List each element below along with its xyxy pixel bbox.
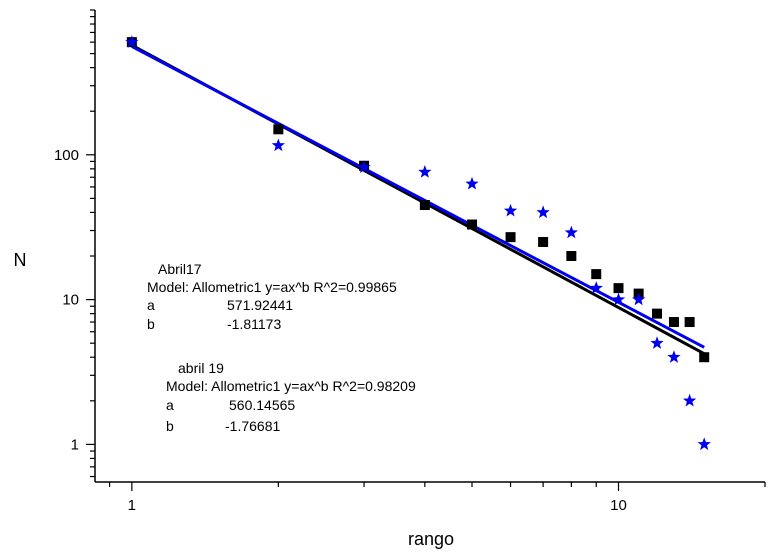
annotation-abril19: abril 19 Model: Allometric1 y=ax^b R^2=0… bbox=[166, 360, 416, 434]
data-point-square bbox=[467, 220, 477, 230]
annotation-a-value: 560.14565 bbox=[229, 397, 295, 413]
data-point-star bbox=[683, 394, 696, 407]
annotation-model: Model: Allometric1 y=ax^b R^2=0.98209 bbox=[166, 378, 416, 394]
annotation-model: Model: Allometric1 y=ax^b R^2=0.99865 bbox=[147, 279, 397, 295]
data-point-square bbox=[506, 232, 516, 242]
y-tick-label: 100 bbox=[54, 147, 79, 164]
x-axis-title: rango bbox=[408, 529, 454, 549]
data-point-star bbox=[418, 165, 431, 178]
y-tick-label: 10 bbox=[62, 292, 79, 309]
data-point-square bbox=[669, 317, 679, 327]
x-tick-label: 10 bbox=[610, 497, 627, 514]
data-point-square bbox=[538, 237, 548, 247]
annotation-a-label: a bbox=[166, 397, 174, 413]
annotation-b-value: -1.81173 bbox=[227, 316, 281, 332]
data-point-square bbox=[566, 251, 576, 261]
annotation-title: Abril17 bbox=[158, 261, 202, 277]
data-point-square bbox=[652, 309, 662, 319]
data-point-square bbox=[614, 283, 624, 293]
data-point-star bbox=[698, 437, 711, 450]
annotation-a-label: a bbox=[147, 297, 155, 313]
y-tick-label: 1 bbox=[71, 436, 79, 453]
data-point-square bbox=[591, 269, 601, 279]
y-axis-title: N bbox=[14, 250, 27, 270]
annotation-title: abril 19 bbox=[178, 360, 224, 376]
data-point-star bbox=[536, 205, 549, 218]
data-point-star bbox=[272, 138, 285, 151]
data-point-square bbox=[420, 200, 430, 210]
data-point-star bbox=[504, 204, 517, 217]
x-tick-label: 1 bbox=[128, 497, 136, 514]
data-point-star bbox=[465, 177, 478, 190]
fit-lines bbox=[132, 45, 704, 354]
data-point-square bbox=[273, 124, 283, 134]
annotation-b-label: b bbox=[166, 418, 174, 434]
annotation-b-label: b bbox=[147, 316, 155, 332]
data-point-star bbox=[667, 350, 680, 363]
annotation-b-value: -1.76681 bbox=[225, 418, 280, 434]
annotation-abril17: Abril17 Model: Allometric1 y=ax^b R^2=0.… bbox=[147, 261, 397, 332]
data-point-star bbox=[565, 226, 578, 239]
data-point-square bbox=[699, 352, 709, 362]
annotation-a-value: 571.92441 bbox=[227, 297, 293, 313]
data-point-star bbox=[650, 336, 663, 349]
data-point-square bbox=[685, 317, 695, 327]
